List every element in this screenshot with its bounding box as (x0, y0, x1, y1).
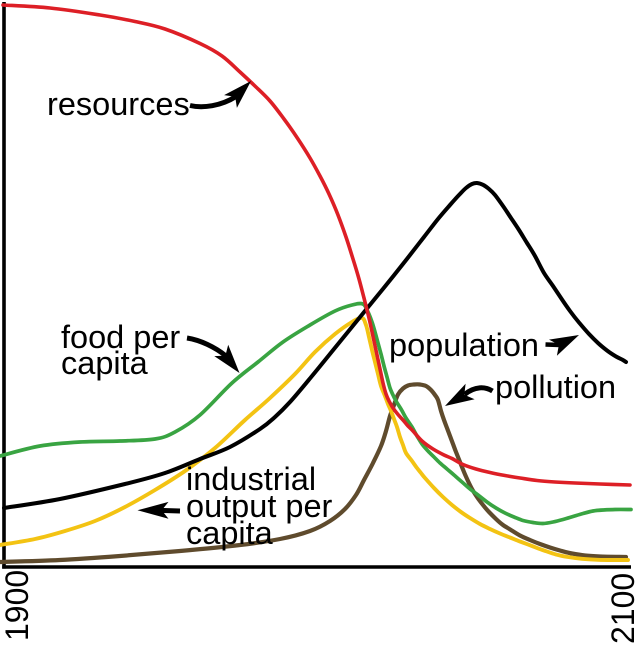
svg-text:pollution: pollution (495, 369, 616, 405)
svg-text:food per: food per (61, 319, 180, 355)
svg-text:capita: capita (186, 515, 274, 551)
svg-text:resources: resources (47, 86, 190, 122)
svg-text:capita: capita (61, 345, 149, 381)
svg-text:2100: 2100 (605, 573, 638, 644)
svg-text:industrial: industrial (186, 461, 316, 497)
svg-text:population: population (389, 327, 539, 363)
svg-text:1900: 1900 (0, 570, 35, 641)
svg-text:output per: output per (186, 488, 333, 524)
